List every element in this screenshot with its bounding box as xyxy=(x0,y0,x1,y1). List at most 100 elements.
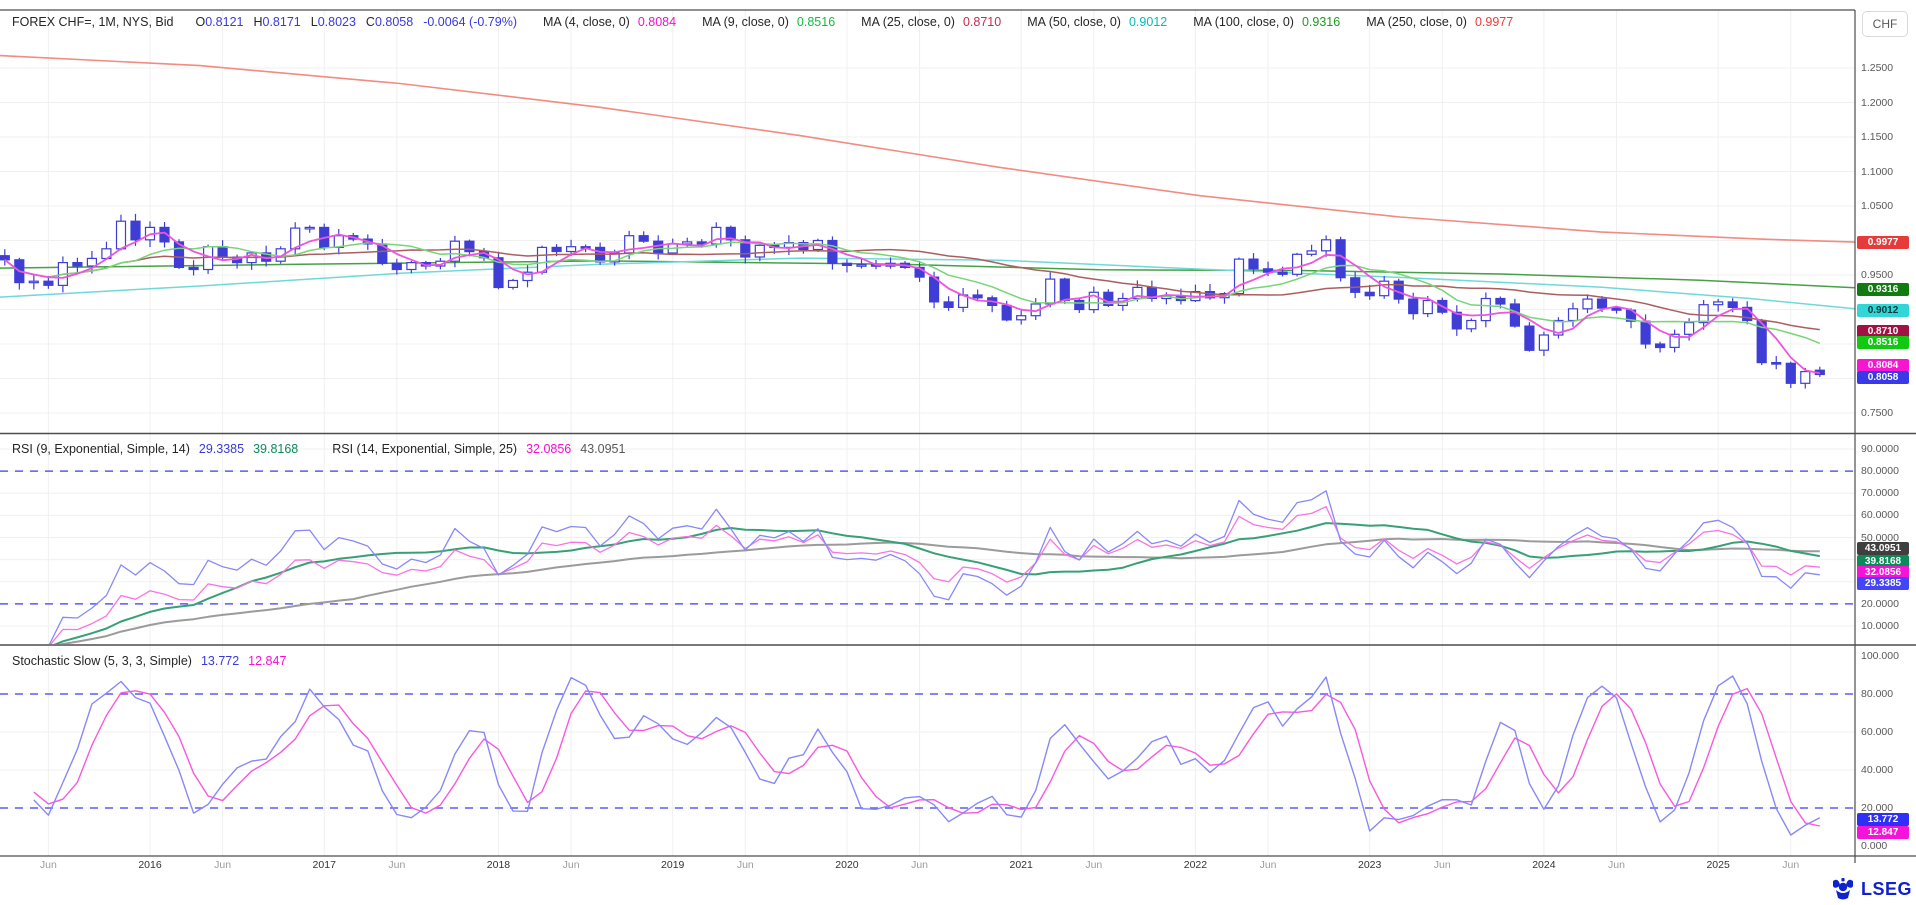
ma-value: 0.9012 xyxy=(1128,15,1168,29)
high-value: 0.8171 xyxy=(262,15,301,29)
price-tag: 0.8084 xyxy=(1857,359,1909,373)
rsi-axis-tick: 50.0000 xyxy=(1861,531,1899,544)
ma-label: MA (4, close, 0) xyxy=(543,15,630,29)
x-axis-month-label[interactable]: Jun xyxy=(39,859,57,871)
ma-legend-groups: MA (4, close, 0) 0.8084 MA (9, close, 0) 0.… xyxy=(517,15,1513,29)
instrument-title: FOREX CHF=, 1M, NYS, Bid xyxy=(12,15,174,29)
rsi14-label: RSI (14, Exponential, Simple, 25) xyxy=(332,442,518,456)
stoch-axis-tick: 0.000 xyxy=(1861,840,1888,852)
net-change: -0.0064 (-0.79%) xyxy=(423,15,517,29)
rsi9-label: RSI (9, Exponential, Simple, 14) xyxy=(12,442,190,456)
close-pair: C0.8058 xyxy=(365,15,414,29)
ma-legend-item-1[interactable]: MA (4, close, 0) 0.8084 xyxy=(543,15,676,29)
price-axis-tick: 0.7500 xyxy=(1861,407,1894,419)
x-axis-year-label[interactable]: 2020 xyxy=(835,859,859,871)
ma-value: 0.8516 xyxy=(796,15,836,29)
price-tag: 0.8058 xyxy=(1857,370,1909,384)
price-tag: 32.0856 xyxy=(1857,565,1909,579)
ma-label: MA (250, close, 0) xyxy=(1366,15,1467,29)
price-tag: 13.772 xyxy=(1857,813,1909,827)
stoch-k-value: 13.772 xyxy=(200,654,240,668)
x-axis-year-label[interactable]: 2018 xyxy=(486,859,511,871)
ma-value: 0.8084 xyxy=(637,15,677,29)
ma-legend-item-5[interactable]: MA (100, close, 0) 0.9316 xyxy=(1193,15,1340,29)
stochastic-legend[interactable]: Stochastic Slow (5, 3, 3, Simple) 13.772… xyxy=(12,653,286,669)
ma-value: 0.8710 xyxy=(962,15,1002,29)
close-value: 0.8058 xyxy=(374,15,414,29)
x-axis-year-label[interactable]: 2019 xyxy=(661,859,685,871)
price-tag: 39.8168 xyxy=(1857,554,1909,568)
rsi-axis-tick: 10.0000 xyxy=(1861,620,1899,632)
x-axis-month-label[interactable]: Jun xyxy=(736,859,754,871)
rsi14-ma-value: 43.0951 xyxy=(580,442,626,456)
price-tag: 43.0951 xyxy=(1857,542,1909,556)
lseg-logo: LSEG xyxy=(1830,877,1912,901)
price-tag: 12.847 xyxy=(1857,826,1909,840)
stoch-axis-tick: 20.000 xyxy=(1861,802,1894,814)
x-axis-year-label[interactable]: 2023 xyxy=(1357,859,1382,871)
price-tag: 0.9977 xyxy=(1857,235,1909,249)
ma-legend-item-2[interactable]: MA (9, close, 0) 0.8516 xyxy=(702,15,835,29)
open-value: 0.8121 xyxy=(205,15,244,29)
lseg-wordmark: LSEG xyxy=(1861,878,1913,899)
x-axis-year-label[interactable]: 2016 xyxy=(138,859,162,871)
price-axis-tick: 1.1000 xyxy=(1861,165,1894,178)
price-axis-tick: 0.9500 xyxy=(1861,269,1894,281)
lseg-crest-icon xyxy=(1833,878,1853,900)
price-axis-tick: 1.1500 xyxy=(1861,131,1894,143)
rsi-axis-tick: 80.0000 xyxy=(1861,465,1899,478)
ma-label: MA (9, close, 0) xyxy=(702,15,789,29)
rsi-axis-tick: 20.0000 xyxy=(1861,597,1899,610)
main-legend[interactable]: FOREX CHF=, 1M, NYS, Bid O0.8121 H0.8171… xyxy=(12,13,1513,31)
x-axis-month-label[interactable]: Jun xyxy=(1608,859,1625,871)
stoch-axis-tick: 60.000 xyxy=(1861,726,1894,738)
stoch-d-value: 12.847 xyxy=(248,654,287,668)
low-value: 0.8023 xyxy=(317,15,356,29)
x-axis-year-label[interactable]: 2024 xyxy=(1532,859,1556,871)
ma-label: MA (25, close, 0) xyxy=(861,15,955,29)
x-axis-year-label[interactable]: 2022 xyxy=(1183,859,1208,871)
ma-value: 0.9316 xyxy=(1301,15,1341,29)
x-axis-month-label[interactable]: Jun xyxy=(214,859,232,871)
price-tag: 29.3385 xyxy=(1857,576,1909,590)
x-axis-month-label[interactable]: Jun xyxy=(1433,859,1451,871)
low-pair: L0.8023 xyxy=(310,15,356,29)
price-tag: 0.8516 xyxy=(1857,336,1909,350)
price-tag: 0.9316 xyxy=(1857,283,1909,297)
ma-legend-item-4[interactable]: MA (50, close, 0) 0.9012 xyxy=(1027,15,1167,29)
ma-label: MA (50, close, 0) xyxy=(1027,15,1121,29)
ma-legend-item-6[interactable]: MA (250, close, 0) 0.9977 xyxy=(1366,15,1513,29)
x-axis-month-label[interactable]: Jun xyxy=(911,859,929,871)
price-axis-tick: 1.2000 xyxy=(1861,96,1894,109)
high-pair: H0.8171 xyxy=(253,15,301,29)
rsi9-value: 29.3385 xyxy=(198,442,245,456)
price-axis-tick: 1.2500 xyxy=(1861,62,1894,74)
x-axis-year-label[interactable]: 2025 xyxy=(1706,859,1730,871)
x-axis-month-label[interactable]: Jun xyxy=(1085,859,1103,871)
price-tag: 0.8710 xyxy=(1857,325,1909,338)
rsi-axis-tick: 90.0000 xyxy=(1861,443,1899,455)
tab-currency-chf[interactable]: CHF xyxy=(1862,11,1908,37)
price-axis-tick: 1.0500 xyxy=(1861,200,1894,212)
ma-legend-item-3[interactable]: MA (25, close, 0) 0.8710 xyxy=(861,15,1001,29)
rsi-axis-tick: 70.0000 xyxy=(1861,487,1899,500)
x-axis-year-label[interactable]: 2021 xyxy=(1009,859,1033,871)
x-axis-month-label[interactable]: Jun xyxy=(1782,859,1800,871)
open-pair: O0.8121 xyxy=(195,15,244,29)
stoch-axis-tick: 80.000 xyxy=(1861,688,1894,700)
x-axis-month-label[interactable]: Jun xyxy=(1259,859,1277,871)
rsi-axis-tick: 60.0000 xyxy=(1861,509,1899,522)
x-axis-month-label[interactable]: Jun xyxy=(562,859,580,871)
stoch-axis-tick: 100.000 xyxy=(1861,650,1899,662)
rsi9-ma-value: 39.8168 xyxy=(253,442,299,456)
price-tag: 0.9012 xyxy=(1857,304,1909,318)
ma-value: 0.9977 xyxy=(1474,15,1514,29)
stoch-axis-tick: 40.000 xyxy=(1861,764,1894,776)
x-axis-month-label[interactable]: Jun xyxy=(388,859,406,871)
x-axis-year-label[interactable]: 2017 xyxy=(312,859,336,871)
ma-label: MA (100, close, 0) xyxy=(1193,15,1294,29)
stochastic-label: Stochastic Slow (5, 3, 3, Simple) xyxy=(12,654,192,668)
rsi-legend[interactable]: RSI (9, Exponential, Simple, 14) 29.3385… xyxy=(12,441,625,457)
